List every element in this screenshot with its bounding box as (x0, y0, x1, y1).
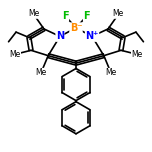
Text: Me: Me (29, 9, 40, 18)
Text: Me: Me (35, 68, 46, 77)
Text: F: F (83, 11, 90, 21)
Text: Me: Me (9, 50, 21, 59)
Text: Me: Me (131, 50, 143, 59)
Text: Me: Me (112, 9, 123, 18)
Text: B⁻: B⁻ (70, 23, 82, 33)
Text: F: F (62, 11, 69, 21)
Text: N: N (56, 31, 64, 41)
Text: N⁺: N⁺ (85, 31, 99, 41)
Text: Me: Me (106, 68, 117, 77)
